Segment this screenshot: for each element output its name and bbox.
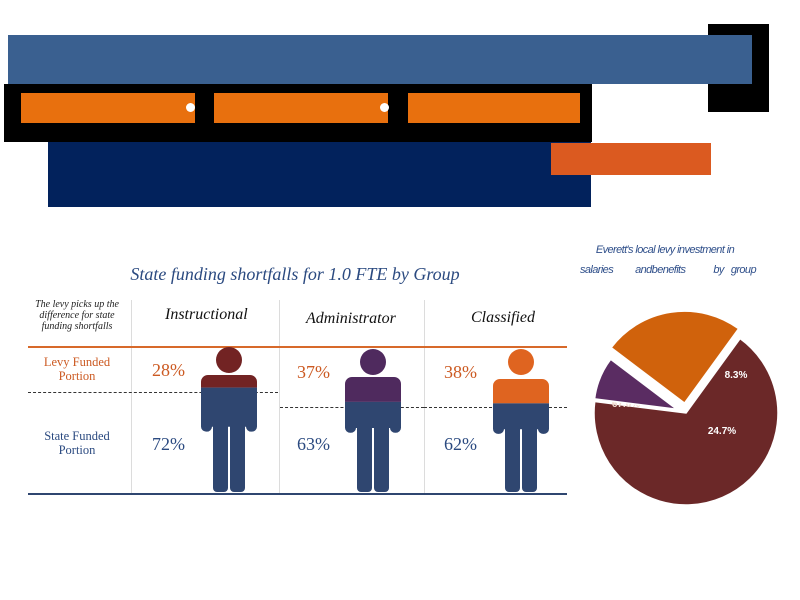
- table-note: The levy picks up the difference for sta…: [35, 299, 119, 332]
- header-orange-segment-1: [21, 93, 195, 123]
- pie-title: Everett's local levy investment in salar…: [580, 240, 757, 280]
- state-pct-classified: 62%: [444, 434, 477, 454]
- pie-title-word-benefits: benefits: [651, 264, 686, 276]
- header-rust-bar: [551, 143, 711, 175]
- table-divider-2: [279, 300, 280, 494]
- header-orange-segment-2: [214, 93, 388, 123]
- column-header-administrator: Administrator: [306, 310, 396, 327]
- pie-title-word-and: and: [635, 264, 652, 276]
- pie-slice-2: [610, 310, 740, 405]
- person-levy-portion-1: [345, 377, 401, 402]
- pie-slice-label-2: 24.7%: [708, 426, 736, 437]
- row-label-levy: Levy Funded Portion: [43, 355, 111, 383]
- table-top-rule: [28, 346, 567, 348]
- pie-slice-label-1: 8.3%: [725, 370, 748, 381]
- header-blue-bar: [8, 35, 752, 84]
- table-title: State funding shortfalls for 1.0 FTE by …: [130, 264, 460, 284]
- pie-title-line-2: salaries andbenefits by group: [580, 260, 757, 280]
- pie-slice-label-0: 67.0%: [612, 399, 640, 410]
- column-header-classified: Classified: [471, 309, 536, 326]
- pie-title-word-group: group: [730, 264, 757, 276]
- person-head-2: [508, 349, 534, 375]
- divider-dash-1: [28, 392, 278, 393]
- pie-title-word-by: by: [713, 264, 724, 276]
- person-levy-portion-2: [493, 379, 549, 404]
- levy-pct-instructional: 28%: [152, 360, 185, 380]
- person-head-1: [360, 349, 386, 375]
- state-pct-instructional: 72%: [152, 434, 185, 454]
- row-label-state: State Funded Portion: [44, 429, 110, 457]
- state-pct-administrator: 63%: [297, 434, 330, 454]
- pie-slice-1: [593, 358, 680, 411]
- pie-slice-0: [593, 337, 779, 506]
- pie-title-line-1: Everett's local levy investment in: [595, 244, 735, 256]
- pie-title-word-salaries: salaries: [580, 264, 614, 276]
- column-header-instructional: Instructional: [165, 306, 248, 323]
- person-head-0: [216, 347, 242, 373]
- table-divider-3: [424, 300, 425, 494]
- person-levy-portion-0: [201, 375, 257, 388]
- levy-pct-classified: 38%: [444, 362, 477, 382]
- table-bottom-rule: [28, 493, 567, 495]
- table-divider-1: [131, 300, 132, 494]
- header-orange-segment-3: [408, 93, 580, 123]
- header-dot-1: [186, 103, 195, 112]
- header-dot-2: [380, 103, 389, 112]
- levy-pct-administrator: 37%: [297, 362, 330, 382]
- header-navy-bar: [48, 142, 591, 207]
